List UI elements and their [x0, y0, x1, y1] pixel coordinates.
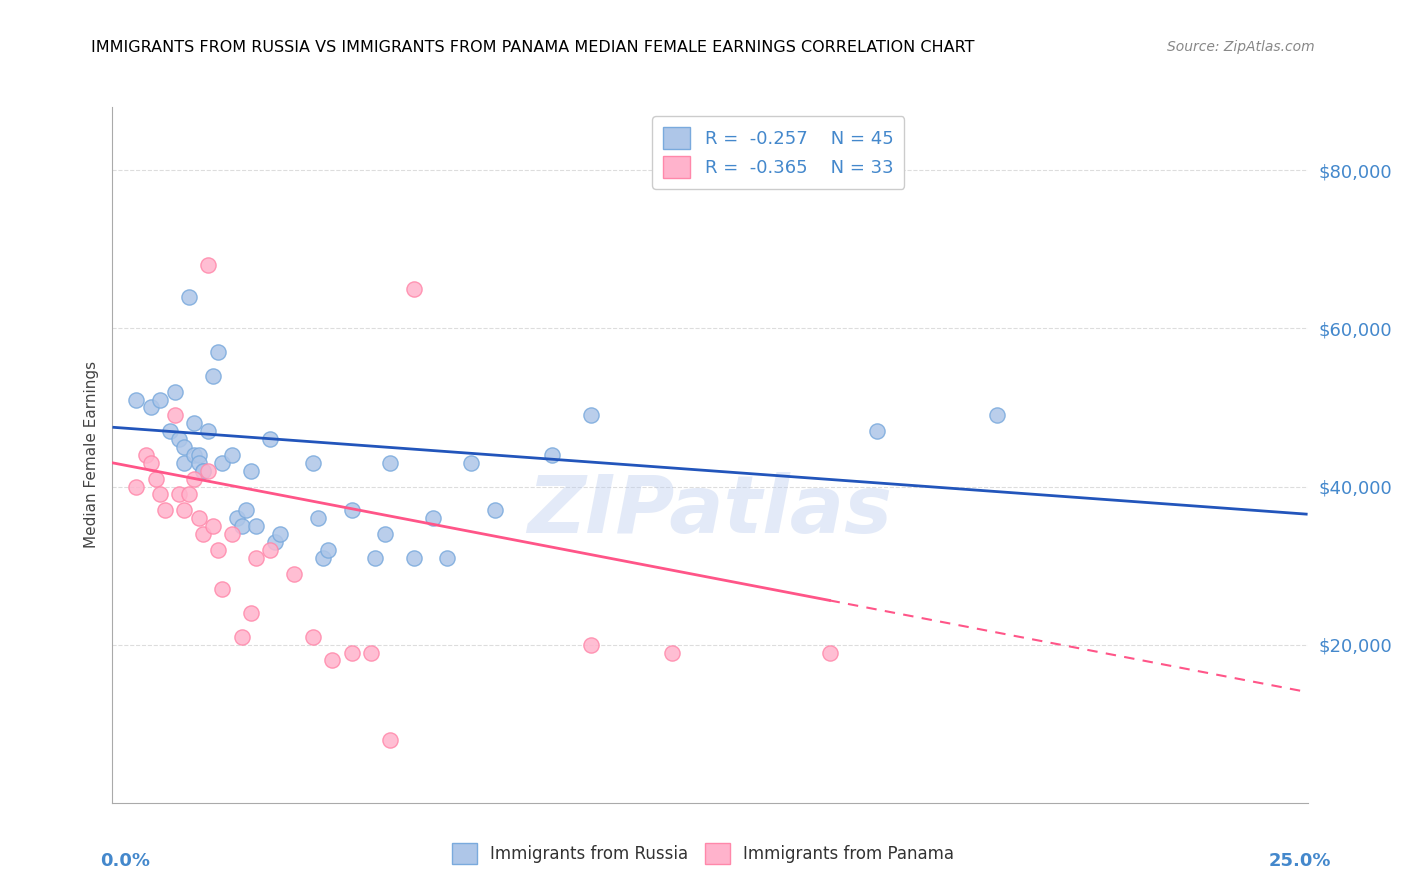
Point: [153, 503, 176, 517]
Point: [364, 550, 387, 565]
Point: [177, 487, 200, 501]
Point: [269, 527, 291, 541]
Point: [173, 503, 195, 517]
Text: 25.0%: 25.0%: [1270, 852, 1331, 870]
Point: [169, 487, 191, 501]
Point: [378, 456, 401, 470]
Point: [173, 440, 195, 454]
Point: [235, 503, 257, 517]
Point: [422, 511, 444, 525]
Point: [240, 464, 263, 478]
Point: [986, 409, 1008, 423]
Point: [193, 464, 215, 478]
Point: [579, 409, 602, 423]
Point: [139, 401, 162, 415]
Point: [231, 630, 253, 644]
Point: [321, 653, 343, 667]
Point: [307, 511, 329, 525]
Legend: Immigrants from Russia, Immigrants from Panama: Immigrants from Russia, Immigrants from …: [446, 837, 960, 871]
Point: [201, 368, 224, 383]
Point: [340, 503, 363, 517]
Point: [197, 424, 219, 438]
Point: [207, 345, 229, 359]
Text: ZIPatlas: ZIPatlas: [527, 472, 893, 549]
Point: [211, 456, 233, 470]
Point: [193, 527, 215, 541]
Point: [240, 606, 263, 620]
Point: [661, 646, 683, 660]
Point: [125, 392, 148, 407]
Point: [221, 527, 243, 541]
Point: [193, 464, 215, 478]
Point: [245, 550, 267, 565]
Point: [177, 290, 200, 304]
Point: [231, 519, 253, 533]
Text: 0.0%: 0.0%: [101, 852, 150, 870]
Point: [187, 511, 209, 525]
Text: IMMIGRANTS FROM RUSSIA VS IMMIGRANTS FROM PANAMA MEDIAN FEMALE EARNINGS CORRELAT: IMMIGRANTS FROM RUSSIA VS IMMIGRANTS FRO…: [91, 40, 974, 55]
Point: [183, 472, 205, 486]
Point: [245, 519, 267, 533]
Legend: R =  -0.257    N = 45, R =  -0.365    N = 33: R = -0.257 N = 45, R = -0.365 N = 33: [652, 116, 904, 189]
Point: [316, 542, 339, 557]
Point: [259, 432, 281, 446]
Point: [163, 409, 186, 423]
Point: [402, 282, 425, 296]
Point: [360, 646, 382, 660]
Point: [302, 630, 325, 644]
Point: [173, 456, 195, 470]
Point: [159, 424, 181, 438]
Point: [460, 456, 482, 470]
Point: [135, 448, 157, 462]
Point: [183, 417, 205, 431]
Point: [579, 638, 602, 652]
Point: [163, 384, 186, 399]
Point: [125, 479, 148, 493]
Point: [340, 646, 363, 660]
Point: [187, 456, 209, 470]
Point: [197, 258, 219, 272]
Point: [169, 432, 191, 446]
Point: [378, 732, 401, 747]
Point: [436, 550, 458, 565]
Point: [818, 646, 841, 660]
Point: [302, 456, 325, 470]
Y-axis label: Median Female Earnings: Median Female Earnings: [83, 361, 98, 549]
Point: [183, 448, 205, 462]
Point: [264, 535, 287, 549]
Point: [283, 566, 305, 581]
Point: [201, 519, 224, 533]
Point: [207, 542, 229, 557]
Point: [484, 503, 506, 517]
Point: [139, 456, 162, 470]
Point: [211, 582, 233, 597]
Point: [866, 424, 889, 438]
Point: [145, 472, 167, 486]
Point: [541, 448, 564, 462]
Point: [149, 487, 172, 501]
Point: [312, 550, 335, 565]
Point: [402, 550, 425, 565]
Point: [225, 511, 247, 525]
Point: [374, 527, 396, 541]
Point: [149, 392, 172, 407]
Point: [221, 448, 243, 462]
Point: [197, 464, 219, 478]
Point: [187, 448, 209, 462]
Point: [259, 542, 281, 557]
Text: Source: ZipAtlas.com: Source: ZipAtlas.com: [1167, 40, 1315, 54]
